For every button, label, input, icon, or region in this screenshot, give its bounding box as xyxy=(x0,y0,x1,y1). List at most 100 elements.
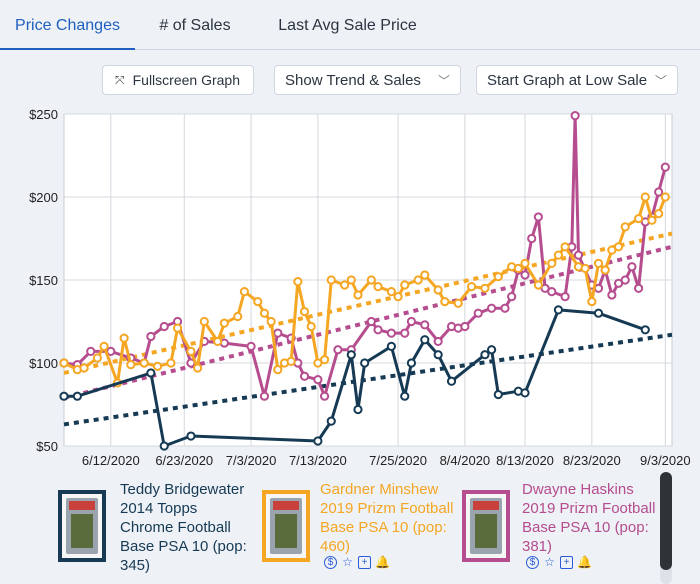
tab-price-changes[interactable]: Price Changes xyxy=(0,0,135,50)
card-title-line: 345) xyxy=(120,557,151,574)
data-point-dwayne xyxy=(547,287,557,297)
data-point-gardner xyxy=(266,316,276,327)
data-point-gardner xyxy=(299,306,310,317)
data-point-gardner xyxy=(640,192,650,202)
data-point-gardner xyxy=(273,365,283,375)
card-scrollbar-thumb[interactable] xyxy=(660,472,672,570)
data-point-gardner xyxy=(219,318,229,328)
data-point-dwayne xyxy=(627,262,637,272)
card-title-line: 2014 Topps xyxy=(120,500,198,517)
start-graph-select[interactable]: Start Graph at Low Sale ﹀ xyxy=(476,65,678,95)
data-point-gardner xyxy=(420,270,430,280)
card-title-line: Chrome Football xyxy=(120,519,231,536)
data-point-gardner xyxy=(346,275,356,285)
y-tick-label: $250 xyxy=(29,107,58,122)
data-point-gardner xyxy=(593,258,604,268)
card-image[interactable] xyxy=(262,490,310,562)
card-title-line: Teddy Bridgewater xyxy=(120,481,245,498)
data-point-dwayne xyxy=(633,283,644,293)
data-point-gardner xyxy=(239,287,249,297)
data-point-gardner xyxy=(466,282,477,292)
card-image[interactable] xyxy=(58,490,106,562)
data-point-teddy xyxy=(520,388,530,398)
trend-line-teddy xyxy=(63,332,673,427)
data-point-dwayne xyxy=(607,290,617,300)
data-point-gardner xyxy=(99,341,109,351)
x-tick-label: 8/4/2020 xyxy=(440,453,491,468)
add-icon[interactable]: + xyxy=(560,556,573,569)
bell-icon[interactable]: 🔔 xyxy=(375,555,390,569)
data-point-dwayne xyxy=(660,162,670,172)
chart-grid xyxy=(63,113,673,447)
data-point-gardner xyxy=(233,311,243,322)
data-point-gardner xyxy=(253,296,263,307)
data-point-gardner xyxy=(92,353,103,363)
data-point-gardner xyxy=(400,280,410,290)
card-image[interactable] xyxy=(462,490,510,562)
data-point-gardner xyxy=(600,265,610,275)
bell-icon[interactable]: 🔔 xyxy=(577,555,592,569)
x-tick-label: 7/13/2020 xyxy=(289,453,347,468)
data-point-gardner xyxy=(319,355,330,365)
card-strip: Teddy Bridgewater 2014 Topps Chrome Foot… xyxy=(0,470,700,584)
add-icon[interactable]: + xyxy=(358,556,371,569)
data-point-teddy xyxy=(146,368,156,378)
data-point-dwayne xyxy=(560,292,570,302)
tab-last-avg-sale-price[interactable]: Last Avg Sale Price xyxy=(278,17,417,34)
data-point-dwayne xyxy=(527,233,537,244)
card-title-line: 460) xyxy=(320,538,351,555)
data-point-dwayne xyxy=(570,111,580,121)
data-point-teddy xyxy=(400,391,410,401)
x-tick-label: 6/23/2020 xyxy=(155,453,213,468)
data-point-gardner xyxy=(547,258,557,268)
data-point-gardner xyxy=(152,361,163,371)
star-icon[interactable]: ☆ xyxy=(544,555,555,569)
data-point-gardner xyxy=(340,280,350,290)
card-title[interactable]: Gardner Minshew 2019 Prizm Football Base… xyxy=(320,480,465,556)
dollar-icon[interactable]: $ xyxy=(324,556,337,569)
data-point-dwayne xyxy=(500,303,510,313)
data-point-gardner xyxy=(286,356,296,366)
data-point-teddy xyxy=(326,416,336,426)
data-point-gardner xyxy=(79,363,89,373)
star-icon[interactable]: ☆ xyxy=(342,555,353,569)
card-title-line: Base PSA 10 (pop: xyxy=(522,519,649,536)
data-point-dwayne xyxy=(520,270,530,280)
data-point-dwayne xyxy=(299,371,310,381)
x-tick-label: 8/23/2020 xyxy=(563,453,621,468)
data-point-gardner xyxy=(172,323,183,333)
tab-bar: Price Changes # of Sales Last Avg Sale P… xyxy=(0,0,700,50)
chevron-down-icon: ﹀ xyxy=(437,74,450,88)
trend-select[interactable]: Show Trend & Sales ﹀ xyxy=(274,65,461,95)
data-point-teddy xyxy=(553,305,564,315)
data-point-gardner xyxy=(513,263,523,273)
data-point-gardner xyxy=(59,358,69,368)
y-tick-label: $100 xyxy=(29,356,58,371)
price-chart: $50 $100 $150 $200 $250 6/12/2020 6/23/2020 7/3… xyxy=(29,107,691,468)
card-title-line: 2019 Prizm Football xyxy=(522,500,656,517)
data-point-gardner xyxy=(293,277,303,287)
card-title[interactable]: Teddy Bridgewater 2014 Topps Chrome Foot… xyxy=(120,480,260,575)
data-point-gardner xyxy=(259,308,270,318)
card-title-line: 2019 Prizm Football xyxy=(320,500,454,517)
data-point-teddy xyxy=(386,341,396,351)
fullscreen-icon: ⤧ xyxy=(115,72,125,87)
card-title[interactable]: Dwayne Haskins 2019 Prizm Football Base … xyxy=(522,480,667,556)
x-tick-label: 7/25/2020 xyxy=(369,453,427,468)
data-point-dwayne xyxy=(460,321,470,332)
y-tick-label: $150 xyxy=(29,273,58,288)
data-point-teddy xyxy=(360,358,370,368)
data-point-gardner xyxy=(587,296,597,307)
data-point-teddy xyxy=(420,335,430,345)
x-tick-label: 8/13/2020 xyxy=(496,453,554,468)
data-point-gardner xyxy=(413,275,423,285)
x-tick-label: 6/12/2020 xyxy=(82,453,140,468)
dollar-icon[interactable]: $ xyxy=(526,556,539,569)
tab-number-of-sales[interactable]: # of Sales xyxy=(159,17,231,34)
data-point-dwayne xyxy=(319,391,330,401)
data-point-gardner xyxy=(213,336,223,347)
data-point-teddy xyxy=(446,376,457,386)
fullscreen-graph-button[interactable]: ⤧ Fullscreen Graph xyxy=(102,65,254,95)
data-point-dwayne xyxy=(573,250,584,260)
card-title-line: Dwayne Haskins xyxy=(522,481,634,498)
